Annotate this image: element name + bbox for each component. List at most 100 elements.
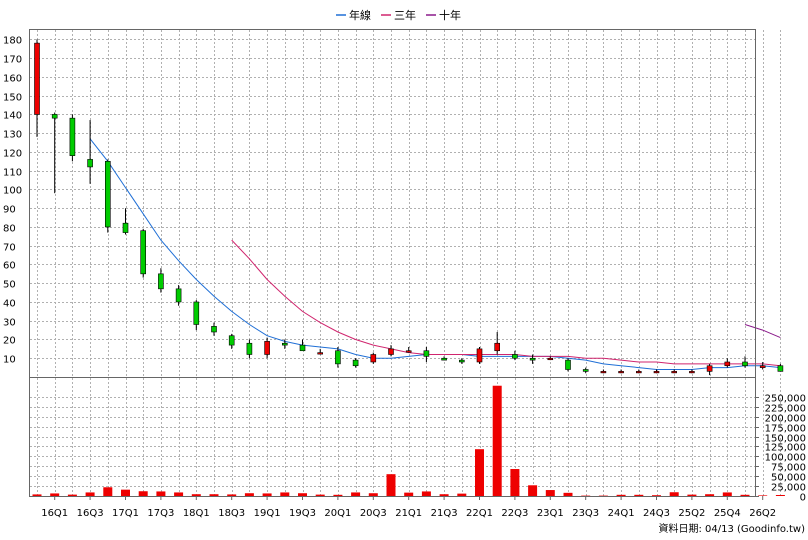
x-tick-label: 26Q2 [749,508,776,519]
price-tick-label: 100 [3,186,22,197]
candle-body [352,359,359,367]
candle-body [724,361,731,367]
candle-body [140,230,146,275]
volume-tick-label: 0 [800,493,806,504]
candle-body [34,42,40,115]
candle-body [246,342,253,355]
volume-bar [138,491,148,496]
x-tick-label: 19Q3 [289,508,316,519]
volume-bar [581,495,591,497]
price-tick-label: 150 [3,93,22,104]
volume-bar [457,493,467,496]
volume-bar [439,494,449,496]
price-tick-label: 130 [3,130,22,141]
candle-body [458,359,465,363]
candlesticks [34,39,784,376]
x-tick-label: 21Q1 [395,508,422,519]
candle-body [228,335,235,346]
volume-bar [740,494,750,496]
candle-body [335,350,341,365]
volume-bar [652,495,661,496]
volume-bar [404,492,414,496]
volume-bar [156,491,166,496]
volume-bar [298,493,307,496]
candle-body [264,341,270,355]
volume-bar [174,492,184,496]
x-tick-label: 18Q1 [183,508,210,519]
candle-body [158,273,164,290]
candle-body [529,357,536,361]
volume-bars [32,385,785,497]
volume-tick-label: 175,000 [765,424,806,435]
candle-body [777,365,784,372]
price-tick-label: 50 [3,280,16,291]
legend-label: 十年 [439,8,461,22]
volume-bar [563,492,573,496]
candle-body [51,114,58,119]
candle-body [547,357,554,361]
candle-body [512,354,518,359]
x-tick-label: 24Q3 [643,508,670,519]
volume-bar [85,492,95,496]
candle-body [423,350,430,357]
x-tick-label: 17Q3 [147,508,174,519]
volume-bar [50,493,60,496]
price-tick-label: 10 [3,355,16,366]
candle-body [689,371,695,374]
volume-bar [103,487,113,496]
price-tick-label: 40 [3,299,16,310]
ma-3year-line [231,239,781,367]
price-tick-label: 20 [3,336,16,347]
volume-bar [669,492,679,496]
volume-bar [598,495,608,497]
candle-body [105,160,111,228]
volume-bar [634,494,644,496]
ma-10year-line [744,324,781,339]
price-tick-label: 160 [3,74,22,85]
volume-bar [687,494,697,496]
legend-label: 三年 [394,8,416,22]
price-tick-label: 140 [3,111,22,122]
volume-bar [510,469,520,496]
price-tick-label: 60 [3,261,16,272]
volume-bar [421,491,431,496]
x-tick-label: 25Q2 [678,508,705,519]
candle-body [671,371,678,374]
volume-tick-label: 125,000 [765,443,806,454]
price-tick-label: 180 [3,36,22,47]
price-tick-label: 30 [3,318,16,329]
candle-body [635,371,642,374]
price-tick-label: 120 [3,149,22,160]
volume-bar [528,485,538,496]
candle-body [69,117,76,156]
volume-bar [386,474,396,496]
volume-bar [244,493,254,496]
volume-tick-label: 75,000 [771,463,806,474]
price-tick-label: 80 [3,224,16,235]
x-tick-label: 24Q1 [608,508,635,519]
price-tick-label: 70 [3,243,16,254]
axes: 10 20 30 40 50 60 70 80 90 100 110 120 130 140 150 160 1… [3,36,806,520]
volume-bar [32,494,42,496]
x-tick-label: 23Q3 [572,508,599,519]
volume-tick-label: 225,000 [765,404,806,415]
volume-tick-label: 200,000 [765,414,806,425]
data-date-label: 資料日期: 04/13 (Goodinfo.tw) [658,522,805,535]
volume-bar [227,494,237,496]
volume-bar [545,490,555,496]
x-tick-label: 17Q1 [112,508,139,519]
volume-bar [333,494,343,496]
volume-bar [191,494,201,496]
candle-body [175,288,182,303]
candle-body [618,371,624,374]
volume-bar [67,494,77,496]
candle-body [742,361,748,367]
candle-body [600,371,607,374]
volume-tick-label: 250,000 [765,394,806,405]
candle-body [582,369,589,372]
x-tick-label: 22Q1 [466,508,493,519]
x-tick-label: 20Q1 [324,508,351,519]
candle-body [388,348,394,355]
candle-body [317,352,324,355]
